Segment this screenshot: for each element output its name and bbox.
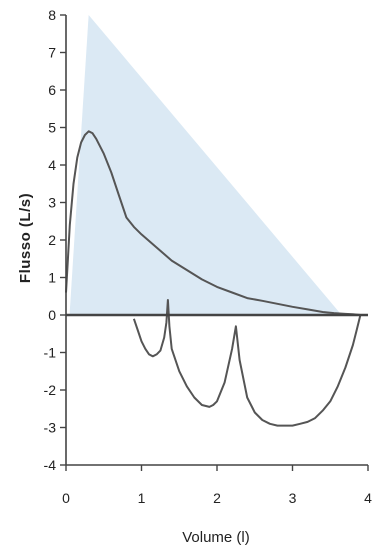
x-tick-label: 4 [364, 490, 372, 506]
x-axis-label: Volume (l) [182, 529, 250, 546]
y-tick-label: -2 [44, 382, 57, 398]
y-tick-label: 8 [48, 7, 56, 23]
inspiratory-curve [132, 299, 362, 427]
y-tick-label: 4 [48, 157, 56, 173]
y-tick-label: 2 [48, 232, 56, 248]
ticks: -4 -3 -2 -1 0 1 2 3 4 5 6 7 8 0 1 2 3 4 [44, 7, 373, 506]
y-tick-label: -3 [44, 420, 57, 436]
expiratory-curve [65, 130, 361, 316]
y-tick-label: 7 [48, 45, 56, 61]
y-axis-label: Flusso (L/s) [17, 193, 34, 283]
x-tick-label: 3 [289, 490, 297, 506]
x-tick-label: 2 [213, 490, 221, 506]
y-tick-label: -4 [44, 457, 57, 473]
x-tick-label: 1 [138, 490, 146, 506]
y-tick-label: 0 [48, 307, 56, 323]
x-tick-label: 0 [62, 490, 70, 506]
y-tick-label: 5 [48, 120, 56, 136]
y-tick-label: 1 [48, 270, 56, 286]
predicted-flow-area [69, 15, 342, 315]
y-tick-label: 3 [48, 195, 56, 211]
series-layer [65, 130, 362, 427]
y-tick-label: -1 [44, 345, 57, 361]
y-tick-label: 6 [48, 82, 56, 98]
